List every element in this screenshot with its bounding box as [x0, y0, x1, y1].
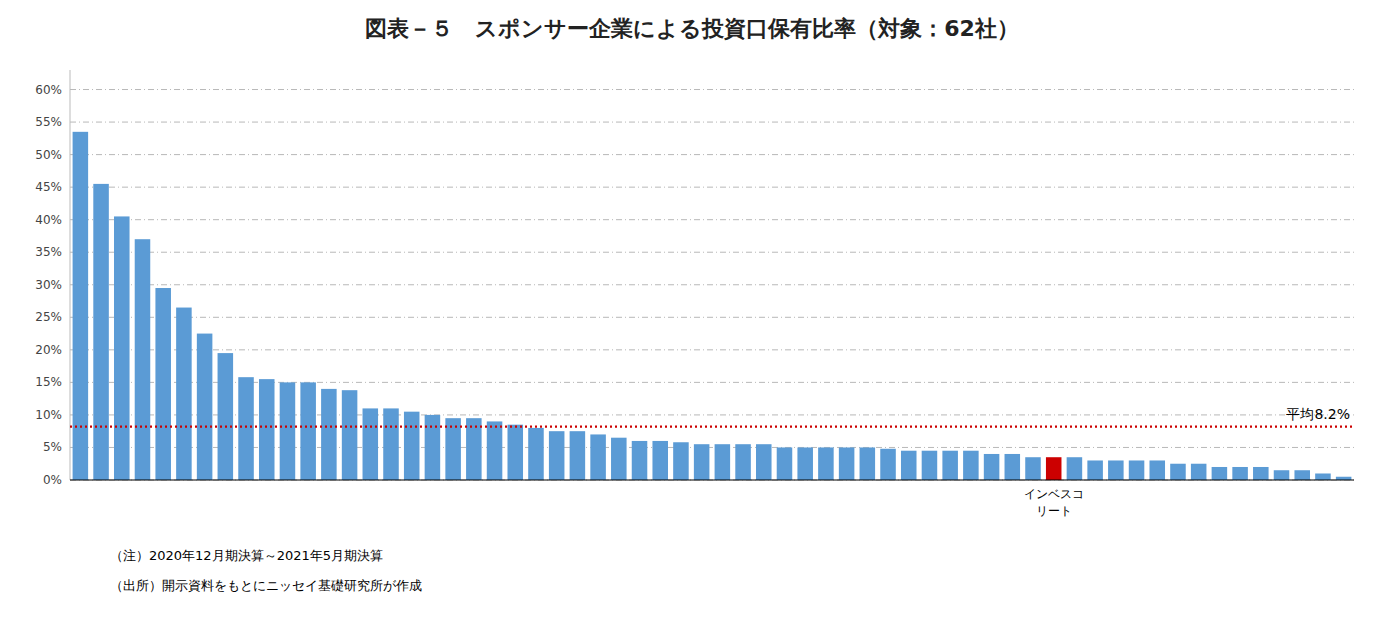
bar: [818, 447, 834, 480]
bar: [425, 415, 441, 480]
bar: [735, 444, 751, 480]
bar: [590, 434, 606, 480]
bar: [1274, 470, 1290, 480]
bar: [238, 377, 254, 480]
bar: [135, 239, 151, 480]
bar: [673, 442, 689, 480]
y-tick-label: 5%: [43, 440, 62, 454]
bar: [1232, 467, 1248, 480]
bar: [1046, 457, 1062, 480]
y-tick-label: 15%: [35, 375, 62, 389]
bar: [1315, 473, 1331, 480]
bar: [860, 447, 876, 480]
bar: [756, 444, 772, 480]
bar: [963, 451, 979, 480]
average-label: 平均8.2%: [1286, 406, 1350, 422]
grid-line: [70, 284, 1354, 285]
grid-line: [70, 480, 1354, 481]
bar: [155, 288, 171, 480]
grid-line: [70, 252, 1354, 253]
y-tick-label: 45%: [35, 180, 62, 194]
x-tick-label-line: インベスコ: [1024, 487, 1084, 501]
bar: [1005, 454, 1021, 480]
note: （注）2020年12月期決算～2021年5月期決算: [110, 548, 383, 563]
bar: [839, 447, 855, 480]
bar: [632, 441, 648, 480]
bar: [93, 184, 109, 480]
bar: [1149, 460, 1165, 480]
bar: [404, 412, 420, 480]
x-tick-label: インベスコリート: [1024, 487, 1084, 518]
bar: [570, 431, 586, 480]
bar: [176, 308, 192, 480]
bar: [218, 353, 234, 480]
title: 図表－５ スポンサー企業による投資口保有比率（対象：62社）: [365, 16, 1019, 41]
bar: [259, 379, 275, 480]
bar: [487, 421, 503, 480]
bar: [1253, 467, 1269, 480]
bar: [1067, 457, 1083, 480]
bar: [652, 441, 668, 480]
bar: [1108, 460, 1124, 480]
y-tick-label: 50%: [35, 148, 62, 162]
grid-line: [70, 187, 1354, 188]
grid-line: [70, 219, 1354, 220]
bar: [715, 444, 731, 480]
x-tick-label-line: リート: [1036, 504, 1072, 518]
y-tick-label: 40%: [35, 213, 62, 227]
bar: [1087, 460, 1103, 480]
bar: [1191, 464, 1207, 480]
chart: 図表－５ スポンサー企業による投資口保有比率（対象：62社） 0% 5% 10% 15%…: [0, 0, 1384, 628]
background: [0, 0, 1384, 628]
bar: [611, 438, 627, 480]
grid-line: [70, 317, 1354, 318]
grid: 0% 5% 10% 15% 20% 25% 30% 35% 40% 45% 50% 55% 60%: [35, 83, 1354, 487]
bar: [880, 449, 896, 480]
bar: [507, 425, 523, 480]
bar: [280, 382, 296, 480]
bar: [922, 451, 938, 480]
bar: [445, 418, 461, 480]
bar: [549, 431, 565, 480]
bar: [73, 132, 89, 480]
grid-line: [70, 89, 1354, 90]
y-tick-label: 10%: [35, 408, 62, 422]
bar: [777, 447, 793, 480]
bar: [1212, 467, 1228, 480]
grid-line: [70, 154, 1354, 155]
bar: [984, 454, 1000, 480]
bar: [342, 390, 358, 480]
y-tick-label: 25%: [35, 310, 62, 324]
bar: [383, 408, 399, 480]
bar: [300, 382, 316, 480]
y-tick-label: 60%: [35, 83, 62, 97]
bar: [1170, 464, 1186, 480]
bar: [797, 447, 813, 480]
bar: [901, 451, 917, 480]
note: （出所）開示資料をもとにニッセイ基礎研究所が作成: [110, 578, 422, 593]
y-axis-line: [70, 70, 71, 480]
bars: [73, 132, 1352, 480]
y-tick-label: 0%: [43, 473, 62, 487]
x-axis-line: [70, 480, 1354, 481]
bar: [1294, 470, 1310, 480]
bar: [694, 444, 710, 480]
grid-line: [70, 349, 1354, 350]
y-tick-label: 30%: [35, 278, 62, 292]
y-tick-label: 55%: [35, 115, 62, 129]
bar: [321, 389, 337, 480]
bar: [1025, 457, 1041, 480]
bar: [1129, 460, 1145, 480]
bar: [197, 334, 213, 480]
bar: [466, 418, 482, 480]
average-line: [70, 426, 1354, 428]
y-tick-label: 20%: [35, 343, 62, 357]
bar: [363, 408, 379, 480]
y-tick-label: 35%: [35, 245, 62, 259]
bar: [114, 216, 130, 480]
grid-line: [70, 122, 1354, 123]
bar: [528, 428, 544, 480]
bar: [942, 451, 958, 480]
